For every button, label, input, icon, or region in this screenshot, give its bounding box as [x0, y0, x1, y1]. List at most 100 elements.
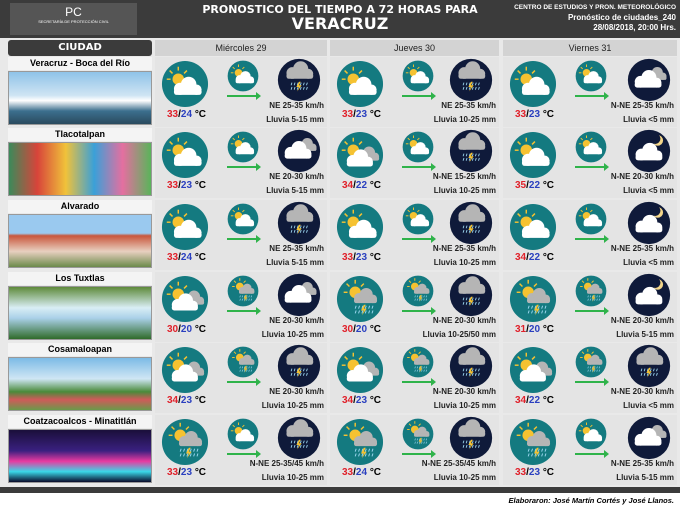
wind-text: NE 25-35 km/h	[269, 101, 324, 110]
wind-text: NE 25-35 km/h	[441, 101, 496, 110]
temperature: 33/24 °C	[167, 252, 207, 263]
temp-low: 23	[180, 467, 193, 478]
temp-high: 33	[342, 252, 354, 263]
wind-arrow-icon	[402, 307, 436, 315]
rain-text: Lluvia 5-15 mm	[266, 115, 324, 124]
wind-text: N-NE 25-35 km/h	[432, 244, 496, 253]
temp-low: 23	[180, 395, 193, 406]
day-header: Miércoles 29	[155, 40, 327, 56]
rain-text: Lluvia 10-25 mm	[433, 186, 496, 195]
wind-text: N-NE 25-35/45 km/h	[421, 459, 496, 468]
wind-arrow-icon	[227, 307, 261, 315]
city-photo	[8, 429, 152, 483]
temp-unit: °C	[194, 395, 207, 406]
wind-arrow-icon	[227, 163, 261, 171]
header-bar: PC SECRETARÍA DE PROTECCIÓN CIVIL PRONOS…	[0, 0, 680, 38]
issue-info: CENTRO DE ESTUDIOS Y PRON. METEOROLÓGICO…	[514, 3, 676, 33]
temp-unit: °C	[369, 395, 382, 406]
wind-arrow-icon	[227, 450, 261, 458]
temp-high: 33	[167, 467, 179, 478]
city-5: Coatzacoalcos - Minatitlán	[8, 415, 152, 484]
rain-text: Lluvia 10-25 mm	[261, 473, 324, 482]
organization: CENTRO DE ESTUDIOS Y PRON. METEOROLÓGICO	[514, 4, 676, 11]
forecast-cell: 31/20 °C N-NE 20-30 km/h Lluvia 5-15 mm	[503, 272, 677, 342]
temperature: 34/23 °C	[167, 395, 207, 406]
forecast-cell: 33/23 °C N-NE 25-35 km/h Lluvia <5 mm	[503, 57, 677, 127]
forecast-grid: CIUDAD Veracruz - Boca del Río 33/24 °C NE…	[0, 38, 680, 487]
temp-low: 22	[355, 180, 368, 191]
city-photo	[8, 214, 152, 268]
temperature: 34/22 °C	[342, 180, 382, 191]
temp-high: 33	[515, 467, 527, 478]
rain-text: Lluvia <5 mm	[623, 115, 674, 124]
city-name: Los Tuxtlas	[8, 272, 152, 285]
temp-high: 34	[515, 252, 527, 263]
temperature: 31/20 °C	[515, 324, 555, 335]
rain-text: Lluvia <5 mm	[623, 186, 674, 195]
temperature: 30/20 °C	[167, 324, 207, 335]
rain-text: Lluvia 10-25 mm	[433, 115, 496, 124]
wind-arrow-icon	[402, 92, 436, 100]
product-name: Pronóstico de ciudades_240	[567, 13, 676, 22]
temperature: 33/23 °C	[167, 180, 207, 191]
wind-arrow-icon	[575, 378, 609, 386]
rain-text: Lluvia 5-15 mm	[616, 330, 674, 339]
forecast-cell: 33/23 °C N-NE 25-35 km/h Lluvia 10-25 mm	[330, 200, 499, 270]
temp-unit: °C	[369, 180, 382, 191]
temperature: 33/23 °C	[515, 109, 555, 120]
city-photo	[8, 357, 152, 411]
wind-arrow-icon	[575, 450, 609, 458]
temp-unit: °C	[369, 109, 382, 120]
city-name: Cosamaloapan	[8, 343, 152, 356]
wind-text: N-NE 20-30 km/h	[610, 387, 674, 396]
wind-arrow-icon	[402, 378, 436, 386]
city-name: Alvarado	[8, 200, 152, 213]
temp-unit: °C	[542, 109, 555, 120]
forecast-cell: 34/22 °C N-NE 25-35 km/h Lluvia <5 mm	[503, 200, 677, 270]
temp-low: 23	[355, 252, 368, 263]
temp-low: 22	[528, 252, 541, 263]
wind-arrow-icon	[575, 92, 609, 100]
temp-high: 30	[167, 324, 179, 335]
temperature: 34/22 °C	[515, 395, 555, 406]
temp-high: 33	[167, 252, 179, 263]
wind-text: NE 25-35 km/h	[269, 244, 324, 253]
wind-text: N-NE 20-30 km/h	[432, 387, 496, 396]
rain-text: Lluvia 10-25 mm	[261, 401, 324, 410]
temp-unit: °C	[369, 324, 382, 335]
temp-low: 22	[528, 395, 541, 406]
wind-text: N-NE 25-35 km/h	[610, 459, 674, 468]
wind-arrow-icon	[575, 235, 609, 243]
temperature: 33/23 °C	[342, 109, 382, 120]
wind-text: NE 20-30 km/h	[269, 172, 324, 181]
city-name: Veracruz - Boca del Río	[8, 57, 152, 70]
temp-unit: °C	[369, 467, 382, 478]
temp-low: 23	[355, 109, 368, 120]
wind-text: N-NE 20-30 km/h	[432, 316, 496, 325]
city-4: Cosamaloapan	[8, 343, 152, 412]
wind-text: NE 20-30 km/h	[269, 316, 324, 325]
rain-text: Lluvia 10-25 mm	[261, 330, 324, 339]
city-1: Tlacotalpan	[8, 128, 152, 197]
temperature: 33/23 °C	[515, 467, 555, 478]
wind-text: N-NE 25-35 km/h	[610, 101, 674, 110]
page-title: PRONOSTICO DEL TIEMPO A 72 HORAS PARA VE…	[150, 3, 530, 32]
rain-text: Lluvia <5 mm	[623, 401, 674, 410]
city-0: Veracruz - Boca del Río	[8, 57, 152, 126]
temp-high: 33	[515, 109, 527, 120]
temp-unit: °C	[542, 395, 555, 406]
footer-bar	[0, 487, 680, 493]
forecast-cell: 34/23 °C NE 20-30 km/h Lluvia 10-25 mm	[155, 343, 327, 413]
wind-arrow-icon	[402, 450, 436, 458]
title-line-1: PRONOSTICO DEL TIEMPO A 72 HORAS PARA	[202, 3, 478, 16]
wind-arrow-icon	[402, 163, 436, 171]
temp-low: 20	[528, 324, 541, 335]
temp-unit: °C	[542, 324, 555, 335]
temp-unit: °C	[542, 252, 555, 263]
temp-unit: °C	[194, 467, 207, 478]
temp-unit: °C	[194, 252, 207, 263]
temp-low: 23	[528, 467, 541, 478]
forecast-cell: 33/23 °C NE 25-35 km/h Lluvia 10-25 mm	[330, 57, 499, 127]
forecast-cell: 33/24 °C NE 25-35 km/h Lluvia 5-15 mm	[155, 200, 327, 270]
logo-subtitle: SECRETARÍA DE PROTECCIÓN CIVIL	[38, 19, 109, 24]
